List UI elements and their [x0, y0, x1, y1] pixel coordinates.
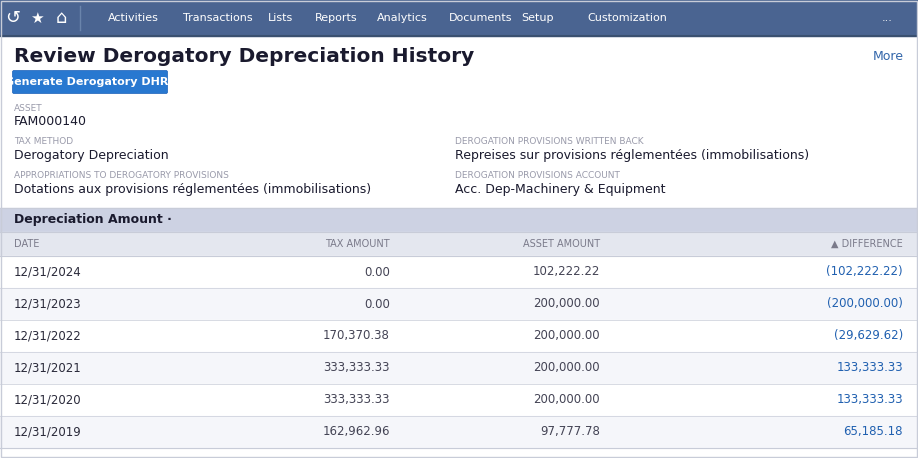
- Text: ↺: ↺: [6, 9, 20, 27]
- Text: 133,333.33: 133,333.33: [836, 393, 903, 407]
- Text: Repreises sur provisions réglementées (immobilisations): Repreises sur provisions réglementées (i…: [455, 149, 809, 162]
- Text: 12/31/2021: 12/31/2021: [14, 361, 82, 375]
- Text: Analytics: Analytics: [377, 13, 428, 23]
- Text: ASSET AMOUNT: ASSET AMOUNT: [523, 239, 600, 249]
- Text: (102,222.22): (102,222.22): [826, 266, 903, 278]
- Text: Dotations aux provisions réglementées (immobilisations): Dotations aux provisions réglementées (i…: [14, 183, 371, 196]
- Text: DATE: DATE: [14, 239, 39, 249]
- Text: 12/31/2022: 12/31/2022: [14, 329, 82, 343]
- Text: 333,333.33: 333,333.33: [323, 361, 390, 375]
- Text: Depreciation Amount ·: Depreciation Amount ·: [14, 213, 172, 227]
- Text: (29,629.62): (29,629.62): [834, 329, 903, 343]
- Text: FAM000140: FAM000140: [14, 115, 87, 128]
- Text: Acc. Dep-Machinery & Equipment: Acc. Dep-Machinery & Equipment: [455, 183, 666, 196]
- Text: Customization: Customization: [587, 13, 666, 23]
- Bar: [0, 384, 918, 416]
- Text: ▲ DIFFERENCE: ▲ DIFFERENCE: [832, 239, 903, 249]
- Bar: [0, 0, 918, 36]
- Text: ...: ...: [882, 13, 893, 23]
- Text: Setup: Setup: [521, 13, 554, 23]
- Text: 12/31/2020: 12/31/2020: [14, 393, 82, 407]
- Text: 200,000.00: 200,000.00: [533, 329, 600, 343]
- Text: Generate Derogatory DHRs: Generate Derogatory DHRs: [5, 77, 175, 87]
- Text: (200,000.00): (200,000.00): [827, 298, 903, 311]
- Text: Activities: Activities: [108, 13, 159, 23]
- Text: ASSET: ASSET: [14, 104, 42, 113]
- Text: APPROPRIATIONS TO DEROGATORY PROVISIONS: APPROPRIATIONS TO DEROGATORY PROVISIONS: [14, 171, 229, 180]
- Text: 12/31/2023: 12/31/2023: [14, 298, 82, 311]
- Bar: [0, 320, 918, 352]
- Text: DEROGATION PROVISIONS WRITTEN BACK: DEROGATION PROVISIONS WRITTEN BACK: [455, 137, 644, 146]
- Text: 97,777.78: 97,777.78: [540, 425, 600, 438]
- Text: 12/31/2019: 12/31/2019: [14, 425, 82, 438]
- Text: Documents: Documents: [449, 13, 512, 23]
- Text: 333,333.33: 333,333.33: [323, 393, 390, 407]
- Text: 133,333.33: 133,333.33: [836, 361, 903, 375]
- Text: Reports: Reports: [315, 13, 358, 23]
- Text: Transactions: Transactions: [183, 13, 252, 23]
- Text: 200,000.00: 200,000.00: [533, 361, 600, 375]
- Text: 102,222.22: 102,222.22: [532, 266, 600, 278]
- Text: ⌂: ⌂: [55, 9, 67, 27]
- Text: TAX AMOUNT: TAX AMOUNT: [325, 239, 390, 249]
- Bar: [0, 208, 918, 232]
- Bar: [0, 416, 918, 448]
- Bar: [0, 288, 918, 320]
- Text: TAX METHOD: TAX METHOD: [14, 137, 73, 146]
- Text: 65,185.18: 65,185.18: [844, 425, 903, 438]
- Text: 200,000.00: 200,000.00: [533, 298, 600, 311]
- Bar: [0, 256, 918, 288]
- Text: Lists: Lists: [268, 13, 293, 23]
- Text: Review Derogatory Depreciation History: Review Derogatory Depreciation History: [14, 48, 475, 66]
- Bar: [0, 232, 918, 256]
- Text: 200,000.00: 200,000.00: [533, 393, 600, 407]
- Text: ★: ★: [30, 11, 44, 26]
- Text: DEROGATION PROVISIONS ACCOUNT: DEROGATION PROVISIONS ACCOUNT: [455, 171, 620, 180]
- Text: 0.00: 0.00: [364, 298, 390, 311]
- FancyBboxPatch shape: [13, 71, 167, 93]
- Text: 0.00: 0.00: [364, 266, 390, 278]
- Text: Derogatory Depreciation: Derogatory Depreciation: [14, 149, 169, 162]
- Bar: [0, 352, 918, 384]
- Text: 170,370.38: 170,370.38: [323, 329, 390, 343]
- Text: 162,962.96: 162,962.96: [322, 425, 390, 438]
- Text: 12/31/2024: 12/31/2024: [14, 266, 82, 278]
- Text: More: More: [873, 50, 904, 64]
